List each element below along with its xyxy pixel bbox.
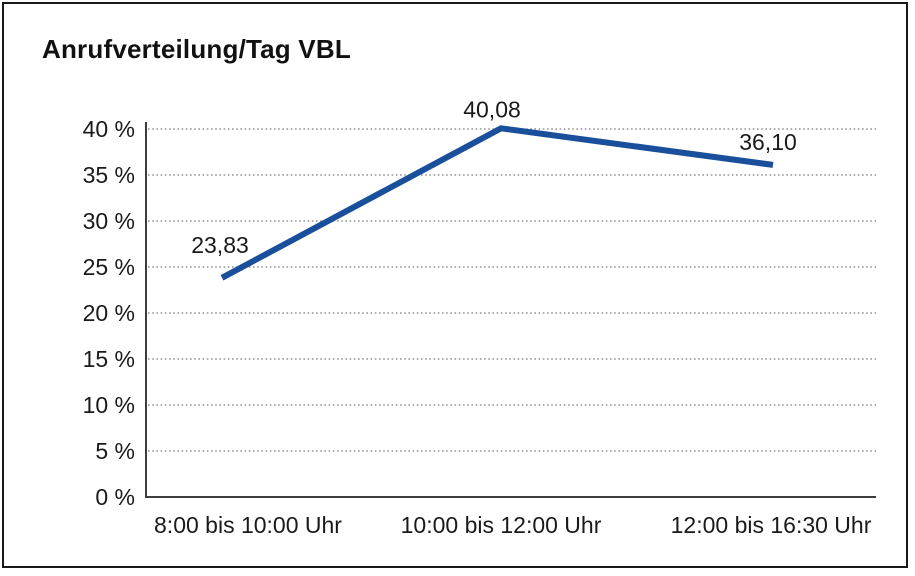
y-axis-tick-label: 25 %	[83, 254, 135, 280]
y-axis-tick-label: 0 %	[95, 484, 135, 510]
data-point-value-label: 36,10	[739, 129, 797, 155]
y-axis-tick-label: 15 %	[83, 346, 135, 372]
chart-title: Anrufverteilung/Tag VBL	[42, 34, 351, 64]
y-axis-tick-label: 5 %	[95, 438, 135, 464]
data-point-value-label: 40,08	[463, 96, 521, 122]
data-line-series	[220, 125, 774, 281]
line-chart: 0 % 5 % 10 % 15 % 20 % 25 % 30 % 35 % 40 % 23,83 4…	[83, 96, 876, 538]
data-point-value-label: 23,83	[191, 232, 249, 258]
chart-frame-border: Anrufverteilung/Tag VBL 0 % 5 % 10 % 15 % 20…	[2, 2, 908, 568]
y-axis-tick-label: 35 %	[83, 162, 135, 188]
y-axis-tick-label: 20 %	[83, 300, 135, 326]
x-axis-category-label: 8:00 bis 10:00 Uhr	[154, 512, 342, 538]
y-axis-tick-label: 40 %	[83, 116, 135, 142]
x-axis-category-label: 10:00 bis 12:00 Uhr	[401, 512, 602, 538]
y-axis-tick-label: 30 %	[83, 208, 135, 234]
y-axis-tick-label: 10 %	[83, 392, 135, 418]
x-axis-category-label: 12:00 bis 16:30 Uhr	[671, 512, 872, 538]
